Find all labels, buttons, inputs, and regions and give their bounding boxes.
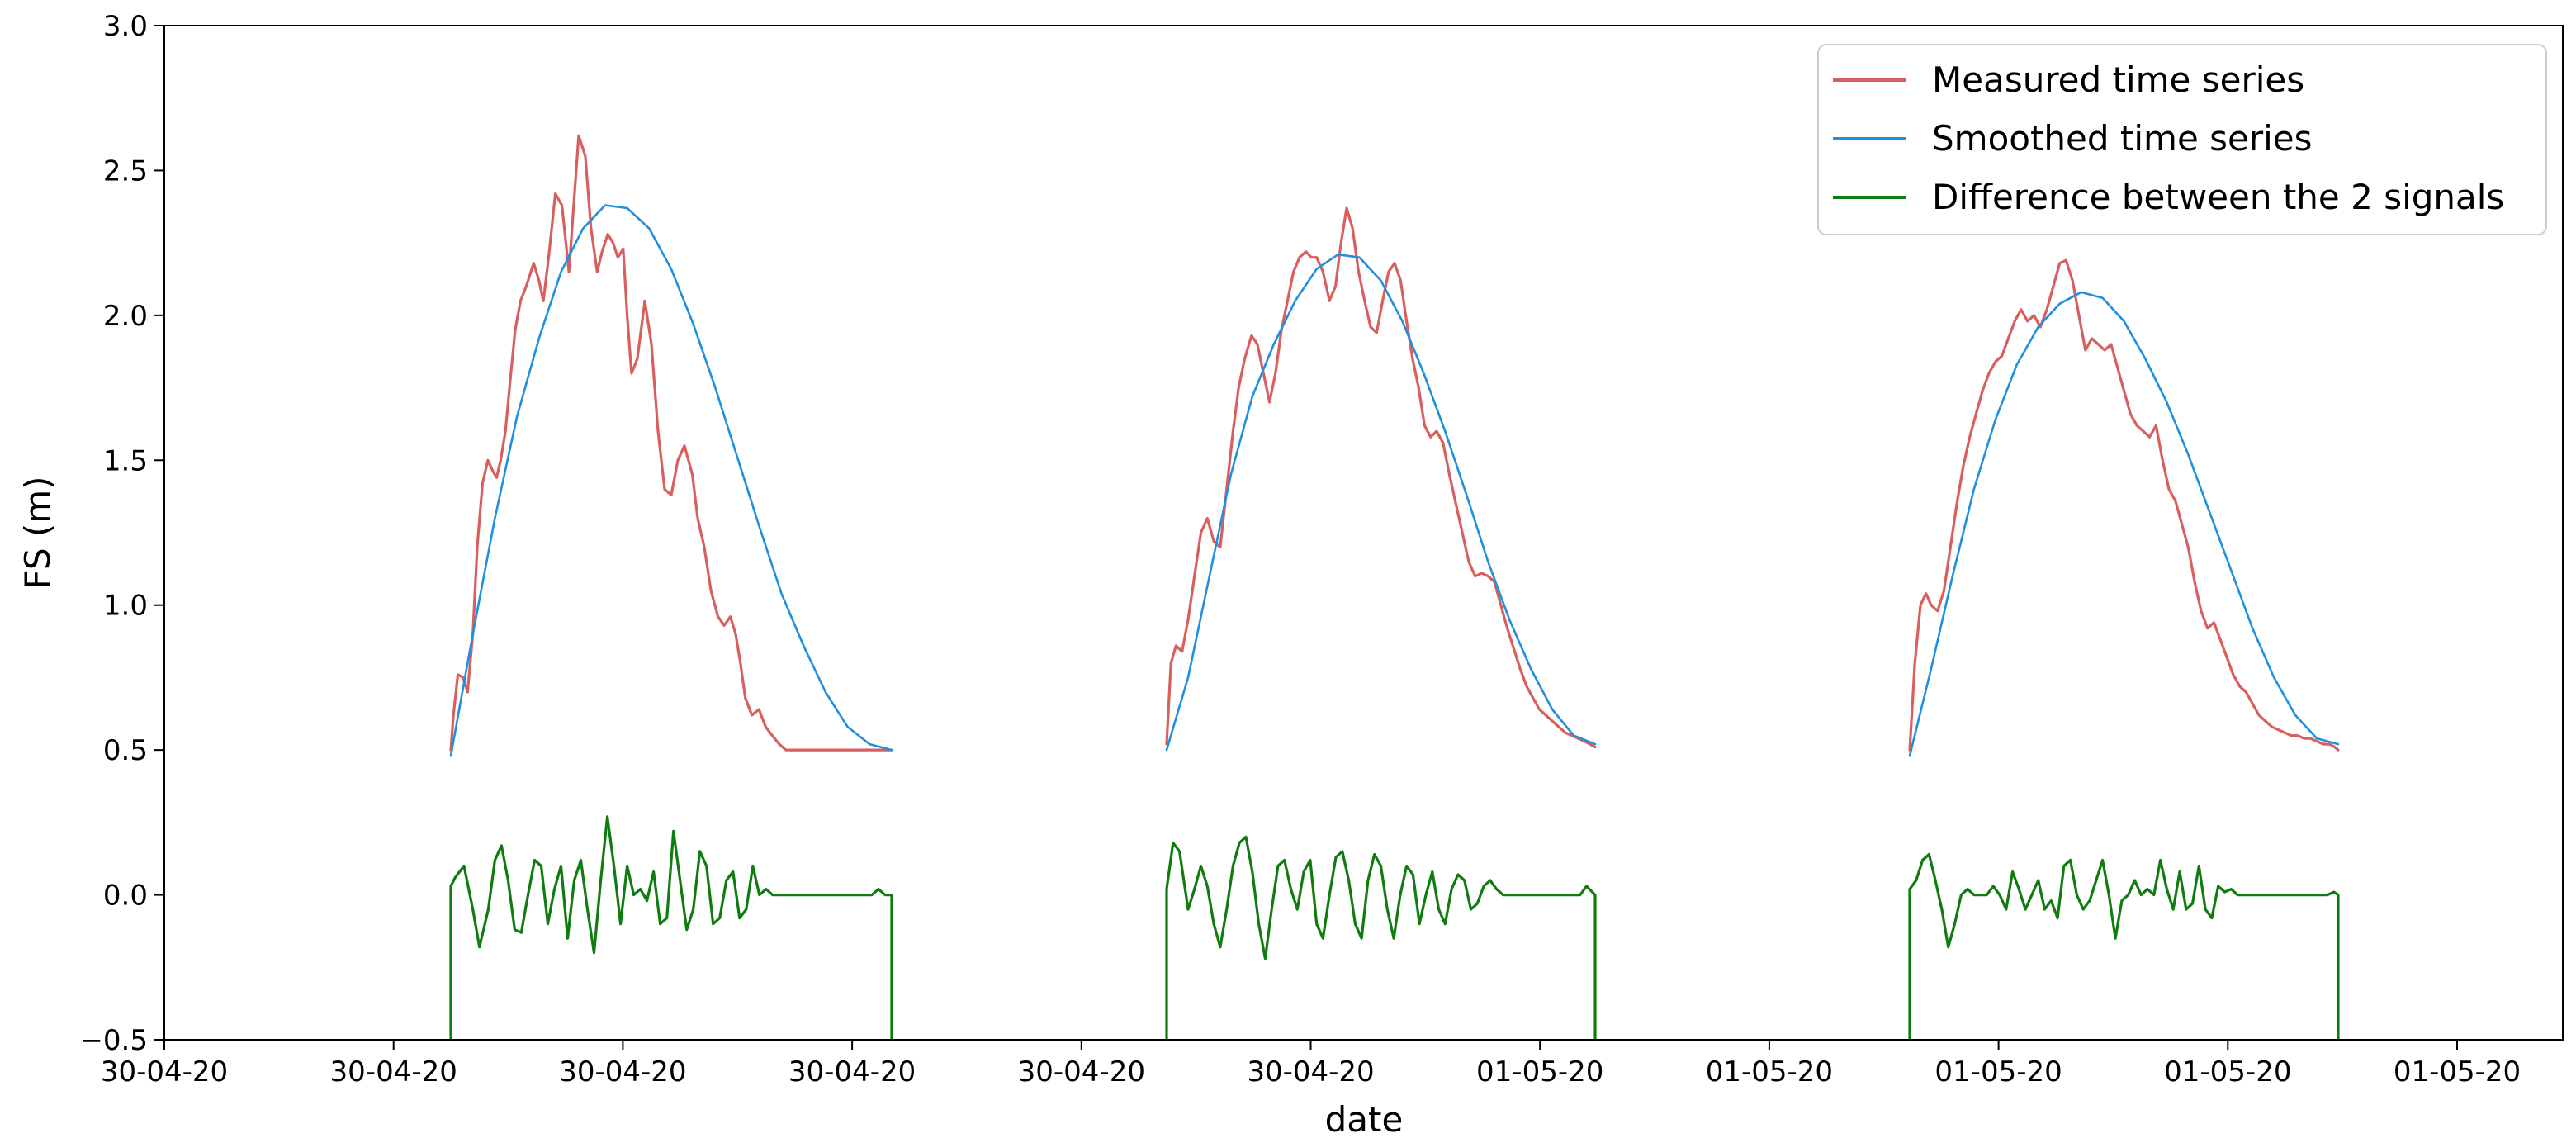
y-tick-label: 2.5 <box>103 154 148 187</box>
series-line-3 <box>1165 835 1597 1041</box>
x-axis: 30-04-20 30-04-20 30-04-20 30-04-20 30-04-20… <box>101 1040 2521 1088</box>
series-line-3 <box>1908 852 2340 1041</box>
x-tick-label: 01-05-20 <box>1476 1055 1603 1088</box>
y-tick-label: −0.5 <box>79 1024 148 1057</box>
series-line-3 <box>449 815 893 1041</box>
series-line-1 <box>449 134 893 752</box>
x-tick-label: 30-04-20 <box>1018 1055 1145 1088</box>
series-line-2 <box>1908 291 2340 757</box>
x-axis-label: date <box>1325 1099 1404 1140</box>
legend-frame <box>1817 44 2547 235</box>
y-tick-label: 0.0 <box>103 880 148 913</box>
y-axis: −0.5 0.0 0.5 1.0 1.5 2.0 2.5 3.0 <box>79 10 164 1057</box>
legend-label: Difference between the 2 signals <box>1932 177 2504 217</box>
x-tick-label: 01-05-20 <box>2164 1055 2291 1088</box>
series-layer <box>449 134 2340 1041</box>
y-tick-label: 3.0 <box>103 10 148 43</box>
y-tick-label: 1.0 <box>103 590 148 623</box>
legend: Measured time series Smoothed time series… <box>1817 44 2547 235</box>
x-tick-label: 30-04-20 <box>788 1055 916 1088</box>
series-line-1 <box>1165 206 1597 749</box>
y-tick-label: 1.5 <box>103 444 148 477</box>
y-tick-label: 0.5 <box>103 734 148 767</box>
axes-layer <box>163 25 2564 1041</box>
series-line-2 <box>449 204 893 757</box>
y-tick-label: 2.0 <box>103 300 148 333</box>
x-tick-label: 01-05-20 <box>1706 1055 1833 1088</box>
x-tick-label: 30-04-20 <box>330 1055 457 1088</box>
y-axis-label: FS (m) <box>17 476 58 589</box>
plot-frame <box>163 25 2564 1041</box>
x-tick-label: 30-04-20 <box>101 1055 228 1088</box>
series-line-1 <box>1908 258 2340 752</box>
x-tick-label: 01-05-20 <box>2394 1055 2521 1088</box>
x-tick-label: 30-04-20 <box>559 1055 686 1088</box>
legend-label: Measured time series <box>1932 59 2304 100</box>
x-tick-label: 30-04-20 <box>1247 1055 1374 1088</box>
series-line-2 <box>1165 253 1597 752</box>
legend-label: Smoothed time series <box>1932 118 2313 159</box>
x-tick-label: 01-05-20 <box>1934 1055 2062 1088</box>
